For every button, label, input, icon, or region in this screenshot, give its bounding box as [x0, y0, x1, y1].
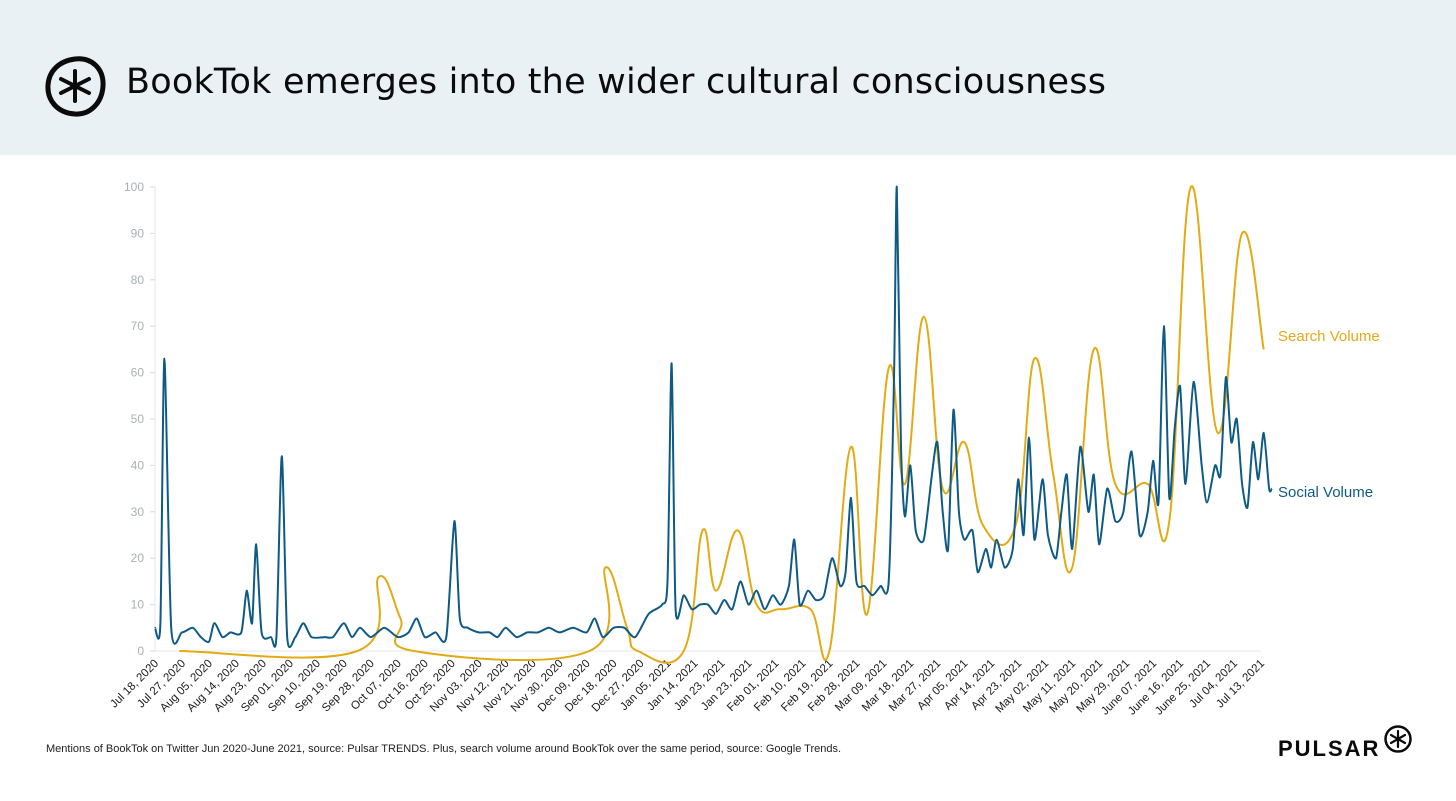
search-volume-legend-label: Search Volume — [1278, 328, 1380, 345]
pulsar-burst-logo-icon — [45, 56, 106, 117]
y-tick-label: 40 — [131, 458, 145, 472]
social-volume-line — [154, 185, 1273, 649]
social-volume-legend-label: Social Volume — [1278, 484, 1373, 501]
pulsar-burst-icon — [1384, 725, 1412, 753]
y-tick-label: 50 — [131, 412, 145, 426]
page-title: BookTok emerges into the wider cultural … — [126, 62, 1107, 102]
y-tick-label: 90 — [131, 226, 145, 240]
header-banner: BookTok emerges into the wider cultural … — [0, 0, 1456, 155]
y-tick-label: 0 — [137, 644, 144, 658]
y-tick-label: 80 — [131, 273, 145, 287]
y-tick-label: 20 — [131, 551, 145, 565]
y-tick-label: 70 — [131, 319, 145, 333]
search-volume-line — [179, 185, 1265, 664]
brand-wordmark: PULSAR — [1278, 736, 1381, 761]
y-tick-label: 10 — [131, 598, 145, 612]
x-tick-label: Jul 13, 2021 — [1214, 658, 1267, 711]
y-tick-label: 60 — [131, 366, 145, 380]
source-footnote: Mentions of BookTok on Twitter Jun 2020-… — [46, 743, 842, 755]
y-tick-label: 100 — [124, 180, 144, 194]
y-tick-label: 30 — [131, 505, 145, 519]
